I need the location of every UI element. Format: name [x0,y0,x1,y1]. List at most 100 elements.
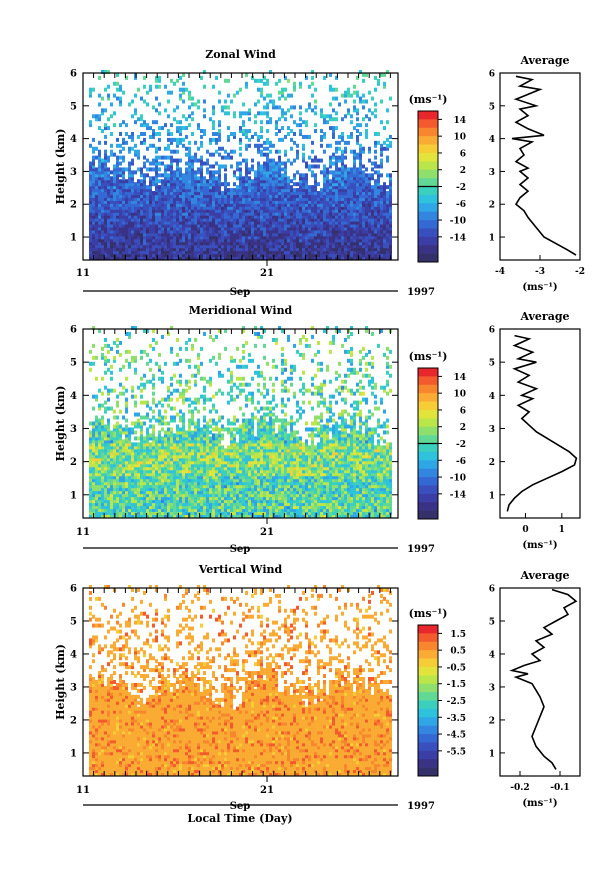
heatmap-cell [113,235,116,240]
heatmap-cell [113,176,116,181]
heatmap-cell [158,241,161,246]
heatmap-cell [317,253,320,258]
heatmap-cell [179,170,182,175]
heatmap-cell [368,191,371,196]
heatmap-cell [188,211,191,216]
heatmap-cell [119,220,122,225]
heatmap-cell [194,250,197,255]
heatmap-cell [98,229,101,234]
heatmap-cell [377,229,380,234]
heatmap-cell [272,143,275,148]
heatmap-cell [359,155,362,160]
heatmap-cell [212,238,215,243]
heatmap-cell [338,102,341,107]
heatmap-cell [146,196,149,201]
heatmap-field [89,325,392,518]
heatmap-cell [167,247,170,252]
heatmap-cell [104,152,107,157]
heatmap-cell [173,170,176,175]
heatmap-cell [152,229,155,234]
heatmap-cell [296,152,299,157]
heatmap-cell [131,232,134,237]
heatmap-cell [248,185,251,190]
heatmap-cell [269,161,272,166]
heatmap-cell [176,202,179,207]
heatmap-cell [305,75,308,80]
heatmap-cell [188,232,191,237]
heatmap-cell [251,250,254,255]
heatmap-cell [332,131,335,136]
heatmap-cell [116,343,119,348]
heatmap-cell [155,149,158,154]
heatmap-cell [122,220,125,225]
heatmap-cell [146,229,149,234]
heatmap-cell [131,223,134,228]
heatmap-cell [356,193,359,198]
heatmap-cell [299,214,302,219]
heatmap-cell [131,131,134,136]
heatmap-cell [227,126,230,131]
heatmap-cell [296,205,299,210]
heatmap-cell [338,185,341,190]
heatmap-cell [368,244,371,249]
heatmap-cell [356,137,359,142]
heatmap-cell [281,188,284,193]
heatmap-cell [164,250,167,255]
heatmap-cell [170,229,173,234]
heatmap-cell [323,179,326,184]
heatmap-cell [161,182,164,187]
heatmap-cell [176,78,179,83]
colorbar-swatch [418,220,438,229]
heatmap-cell [356,129,359,134]
heatmap-cell [269,256,272,260]
heatmap-cell [170,173,173,178]
heatmap-cell [206,217,209,222]
heatmap-cell [350,182,353,187]
heatmap-cell [116,211,119,216]
heatmap-cell [347,232,350,237]
heatmap-cell [371,220,374,225]
heatmap-cell [116,235,119,240]
heatmap-cell [275,253,278,258]
heatmap-cell [104,87,107,92]
heatmap-cell [350,149,353,154]
heatmap-cell [134,412,137,417]
heatmap-cell [326,205,329,210]
heatmap-cell [275,126,278,131]
heatmap-cell [323,170,326,175]
heatmap-cell [260,238,263,243]
heatmap-cell [110,223,113,228]
heatmap-cell [161,235,164,240]
heatmap-cell [254,232,257,237]
heatmap-cell [122,415,125,420]
heatmap-cell [368,223,371,228]
heatmap-cell [95,185,98,190]
heatmap-cell [278,241,281,246]
heatmap-cell [281,256,284,260]
heatmap-cell [131,196,134,201]
heatmap-cell [113,208,116,213]
heatmap-cell [176,238,179,243]
heatmap-cell [170,406,173,411]
heatmap-cell [356,247,359,252]
heatmap-cell [95,170,98,175]
heatmap-cell [176,126,179,131]
heatmap-cell [335,217,338,222]
heatmap-cell [104,179,107,184]
heatmap-cell [128,241,131,246]
heatmap-cell [335,214,338,219]
heatmap-cell [125,253,128,258]
heatmap-cell [218,235,221,240]
heatmap-cell [332,238,335,243]
heatmap-cell [362,238,365,243]
heatmap-cell [332,205,335,210]
heatmap-cell [377,131,380,136]
heatmap-cell [380,229,383,234]
heatmap-cell [323,235,326,240]
heatmap-cell [338,146,341,151]
heatmap-cell [257,173,260,178]
heatmap-cell [248,129,251,134]
heatmap-cell [116,256,119,260]
heatmap-cell [368,214,371,219]
